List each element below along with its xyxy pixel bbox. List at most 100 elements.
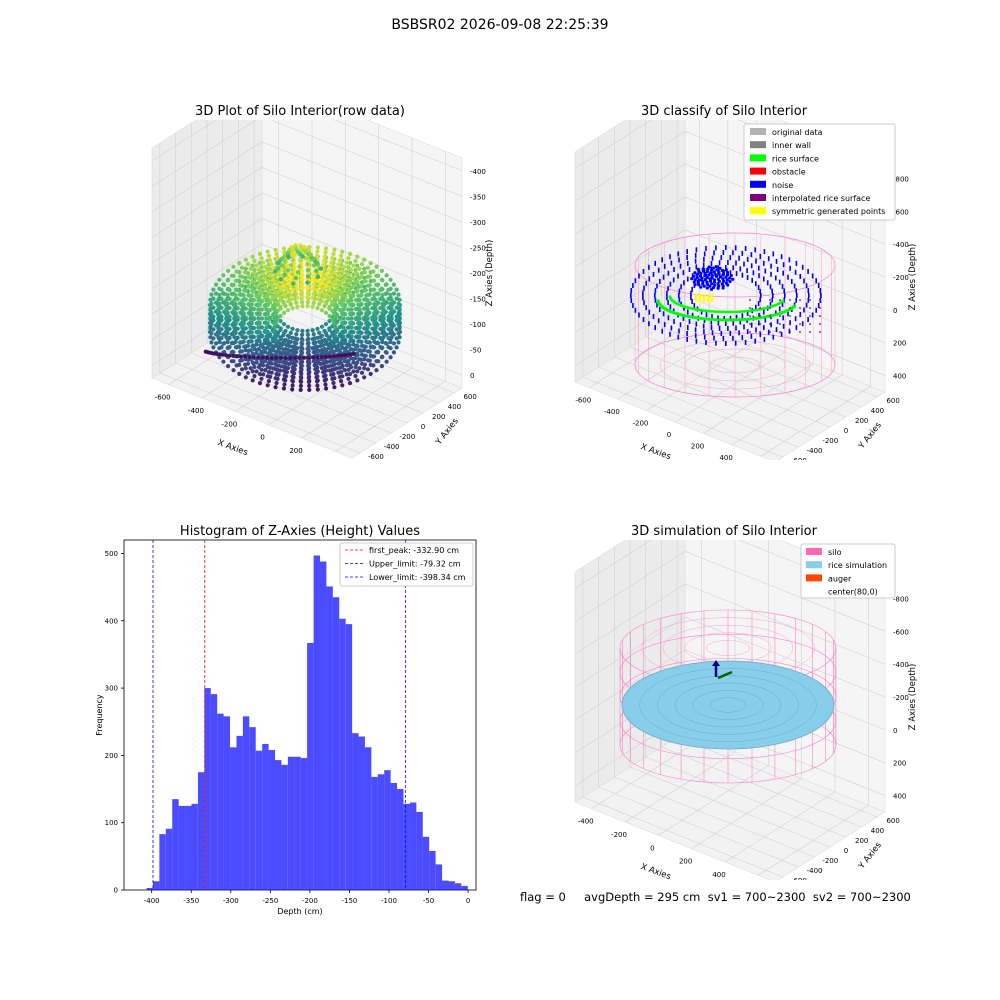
raw-data-point <box>256 334 261 339</box>
rice-surface-point <box>719 310 723 314</box>
z-axis-label: Z Axies (Depth) <box>908 244 918 311</box>
raw-data-point <box>300 341 305 346</box>
raw-data-point <box>310 295 315 300</box>
noise-point <box>670 325 673 331</box>
histogram-chart: -400 -350 -300 -250 -200 -150 -100 -50 0 0 100 200 3… <box>95 539 477 916</box>
histogram-bar <box>454 883 462 890</box>
raw-data-point <box>251 297 256 303</box>
raw-data-point <box>285 342 291 347</box>
rice-surface-point <box>756 316 760 320</box>
raw-data-point <box>338 342 343 348</box>
raw-data-point <box>319 324 325 329</box>
noise-point <box>805 283 808 289</box>
raw-data-point <box>300 295 305 300</box>
raw-data-point <box>264 334 269 339</box>
noise-cluster-point <box>703 271 707 276</box>
z-tick-label: -300 <box>470 219 486 227</box>
raw-bottom-point <box>306 355 311 360</box>
symmetric-point <box>694 295 698 299</box>
noise-point <box>677 334 680 340</box>
noise-cluster-point <box>712 278 717 282</box>
raw-data-point <box>249 311 254 316</box>
raw-data-point <box>276 372 281 377</box>
noise-point <box>648 309 651 315</box>
raw-data-point <box>311 350 316 355</box>
raw-data-point <box>321 374 327 379</box>
raw-data-point <box>208 335 213 340</box>
raw-data-point <box>317 293 322 298</box>
raw-data-point <box>322 378 327 383</box>
noise-point <box>648 276 651 282</box>
raw-data-point <box>275 299 280 304</box>
raw-data-point <box>341 334 346 339</box>
raw-data-point <box>214 282 219 287</box>
raw-data-point <box>346 265 351 270</box>
interpolated-point <box>819 299 821 301</box>
raw-data-point <box>332 294 337 299</box>
simulation-plot-title: 3D simulation of Silo Interior <box>631 524 817 539</box>
interpolated-point <box>749 299 751 301</box>
noise-point <box>744 340 747 345</box>
raw-data-point <box>241 320 246 325</box>
noise-point <box>819 288 822 293</box>
rice-surface-point <box>743 309 746 313</box>
raw-data-point <box>305 291 310 296</box>
noise-point <box>667 286 669 292</box>
rice-surface-point <box>736 310 739 314</box>
raw-bottom-point <box>256 355 261 360</box>
x-gridline <box>335 151 446 452</box>
symmetric-point <box>694 297 698 301</box>
raw-data-point <box>310 304 315 309</box>
raw-data-point <box>319 366 325 371</box>
raw-data-point <box>326 364 331 369</box>
raw-data-point <box>300 291 305 296</box>
raw-data-point <box>285 366 291 371</box>
raw-data-point <box>234 269 239 274</box>
raw-data-point <box>331 251 336 257</box>
raw-data-point <box>354 334 359 340</box>
interpolated-point <box>799 299 801 301</box>
raw-data-point <box>321 258 327 263</box>
raw-data-point <box>235 335 240 340</box>
z-gridline <box>151 167 463 248</box>
legend-label-1: Upper_limit: -79.32 cm <box>369 560 461 569</box>
noise-cluster-point <box>716 286 720 290</box>
legend-label-3: obstacle <box>772 168 806 177</box>
noise-point <box>645 280 647 286</box>
raw-data-point <box>368 261 373 266</box>
raw-data-point <box>338 324 343 330</box>
raw-data-point <box>233 278 238 283</box>
raw-data-point <box>267 307 272 313</box>
raw-data-point <box>235 315 240 320</box>
raw-data-point <box>278 286 283 292</box>
raw-data-point <box>227 314 232 320</box>
raw-data-point <box>306 367 311 372</box>
noise-point <box>744 246 747 251</box>
raw-data-point <box>355 353 360 358</box>
raw-data-point <box>332 312 337 317</box>
noise-point <box>807 269 809 274</box>
raw-data-point <box>259 298 264 303</box>
noise-cluster-point <box>695 275 699 280</box>
raw-data-point <box>362 257 367 262</box>
y-gridline <box>598 786 799 868</box>
raw-data-point <box>246 284 251 289</box>
noise-cluster-point <box>693 283 697 287</box>
rice-surface-point <box>707 317 711 321</box>
raw-data-point <box>307 387 312 392</box>
raw-data-point <box>300 286 305 291</box>
raw-data-point <box>310 337 315 342</box>
raw-data-point <box>356 293 361 298</box>
raw-data-point <box>300 359 305 364</box>
y-gridline <box>614 356 815 438</box>
noise-point <box>763 260 765 266</box>
raw-data-point <box>362 288 367 293</box>
noise-point <box>687 260 689 266</box>
noise-point <box>739 266 742 272</box>
raw-data-point <box>275 342 280 347</box>
raw-data-point <box>277 368 283 373</box>
rice-surface-point <box>751 317 755 321</box>
raw-data-point <box>340 338 345 343</box>
raw-bottom-point <box>247 355 252 360</box>
raw-data-point <box>300 304 305 309</box>
